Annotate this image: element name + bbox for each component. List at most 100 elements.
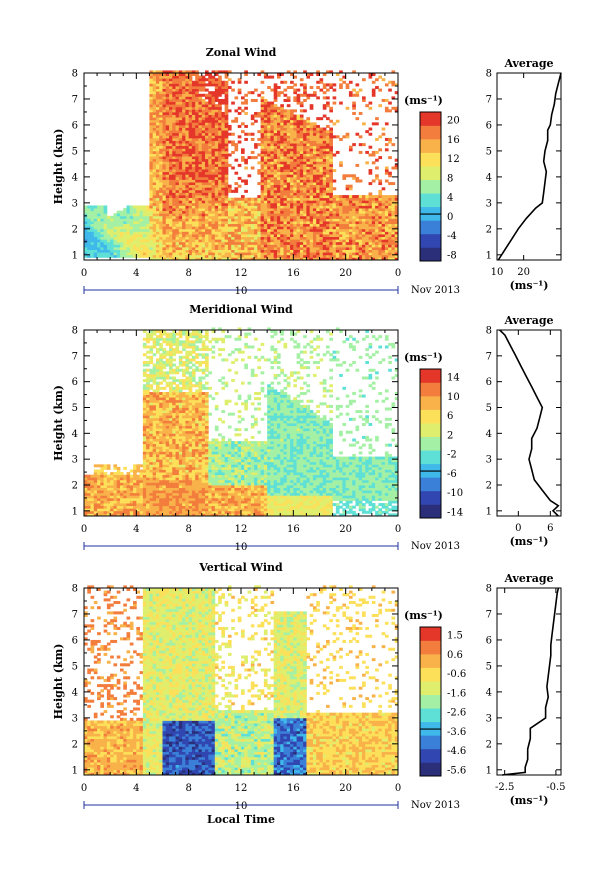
heatmap-cell [90, 485, 95, 488]
heatmap-cell [270, 119, 275, 123]
heatmap-cell [116, 466, 121, 470]
x-tick-label: 16 [287, 268, 300, 279]
heatmap-cell [286, 179, 291, 183]
heatmap-cell [159, 130, 163, 134]
heatmap-cell [201, 184, 206, 188]
heatmap-cell [188, 91, 193, 95]
heatmap-cell [188, 226, 193, 230]
heatmap-cell [224, 247, 229, 251]
heatmap-cell [339, 215, 343, 219]
heatmap-cell [286, 163, 291, 167]
heatmap-cell [391, 202, 396, 206]
heatmap-cell [319, 247, 324, 251]
heatmap-cell [97, 485, 101, 488]
heatmap-cell [342, 228, 347, 232]
heatmap-cell [358, 213, 363, 217]
heatmap-cell [152, 101, 157, 105]
heatmap-cell [106, 215, 111, 219]
heatmap-cell [198, 241, 203, 245]
heatmap-cell [254, 239, 258, 243]
heatmap-cell [368, 200, 373, 204]
heatmap-cell [260, 197, 265, 201]
heatmap-cell [329, 119, 333, 123]
heatmap-cell [205, 252, 209, 256]
heatmap-cell [149, 158, 154, 162]
heatmap-cell [221, 231, 226, 235]
heatmap-cell [273, 117, 278, 121]
heatmap-cell [267, 197, 271, 201]
heatmap-cell [175, 169, 180, 173]
heatmap-cell [205, 148, 209, 152]
heatmap-cell [263, 218, 268, 222]
heatmap-cell [198, 252, 203, 256]
heatmap-cell [263, 221, 268, 225]
heatmap-cell [270, 145, 275, 149]
heatmap-cell [280, 169, 284, 173]
heatmap-cell [119, 226, 124, 230]
heatmap-cell [260, 223, 265, 227]
heatmap-cell [152, 249, 157, 253]
heatmap-cell [362, 96, 366, 100]
heatmap-cell [326, 192, 330, 196]
heatmap-cell [394, 166, 399, 170]
heatmap-cell [149, 163, 154, 167]
heatmap-cell [335, 213, 340, 217]
heatmap-cell [257, 208, 262, 212]
heatmap-cell [103, 485, 108, 488]
heatmap-cell [123, 210, 127, 214]
heatmap-cell [296, 117, 301, 121]
heatmap-cell [142, 208, 147, 212]
heatmap-cell [303, 257, 307, 261]
heatmap-cell [299, 143, 304, 147]
heatmap-cell [188, 236, 193, 240]
heatmap-cell [106, 479, 111, 483]
heatmap-cell [335, 257, 340, 261]
heatmap-cell [146, 241, 150, 245]
heatmap-cell [296, 101, 301, 105]
heatmap-cell [218, 254, 222, 258]
heatmap-cell [195, 241, 199, 245]
heatmap-cell [260, 130, 265, 134]
heatmap-cell [155, 182, 160, 186]
heatmap-cell [172, 244, 176, 248]
heatmap-cell [283, 247, 288, 251]
heatmap-cell [116, 236, 121, 240]
heatmap-cell [149, 145, 154, 149]
heatmap-cell [155, 223, 160, 227]
heatmap-cell [309, 223, 314, 227]
heatmap-cell [234, 241, 239, 245]
heatmap-cell [365, 234, 369, 238]
heatmap-cell [139, 239, 144, 243]
heatmap-cell [260, 218, 265, 222]
heatmap-cell [306, 236, 311, 240]
heatmap-cell [110, 513, 114, 517]
heatmap-cell [172, 205, 176, 209]
heatmap-cell [178, 236, 183, 240]
heatmap-cell [198, 171, 203, 175]
heatmap-cell [303, 221, 307, 225]
heatmap-cell [155, 244, 160, 248]
heatmap-cell [381, 132, 386, 136]
heatmap-cell [195, 137, 199, 141]
heatmap-cell [267, 234, 271, 238]
heatmap-cell [260, 208, 265, 212]
heatmap-cell [198, 247, 203, 251]
heatmap-cell [191, 236, 196, 240]
heatmap-cell [312, 161, 317, 165]
heatmap-cell [250, 231, 255, 235]
heatmap-cell [172, 223, 176, 227]
heatmap-cell [182, 83, 186, 87]
heatmap-cell [368, 226, 373, 230]
heatmap-cell [106, 492, 111, 496]
heatmap-cell [155, 130, 160, 134]
heatmap-cell [234, 200, 239, 204]
heatmap-cell [303, 226, 307, 230]
heatmap-cell [319, 153, 324, 157]
heatmap-cell [175, 132, 180, 136]
heatmap-cell [119, 479, 124, 483]
heatmap-cell [290, 208, 294, 212]
heatmap-cell [169, 187, 173, 191]
heatmap-cell [100, 231, 105, 235]
heatmap-cell [342, 252, 347, 256]
heatmap-cell [257, 200, 262, 204]
